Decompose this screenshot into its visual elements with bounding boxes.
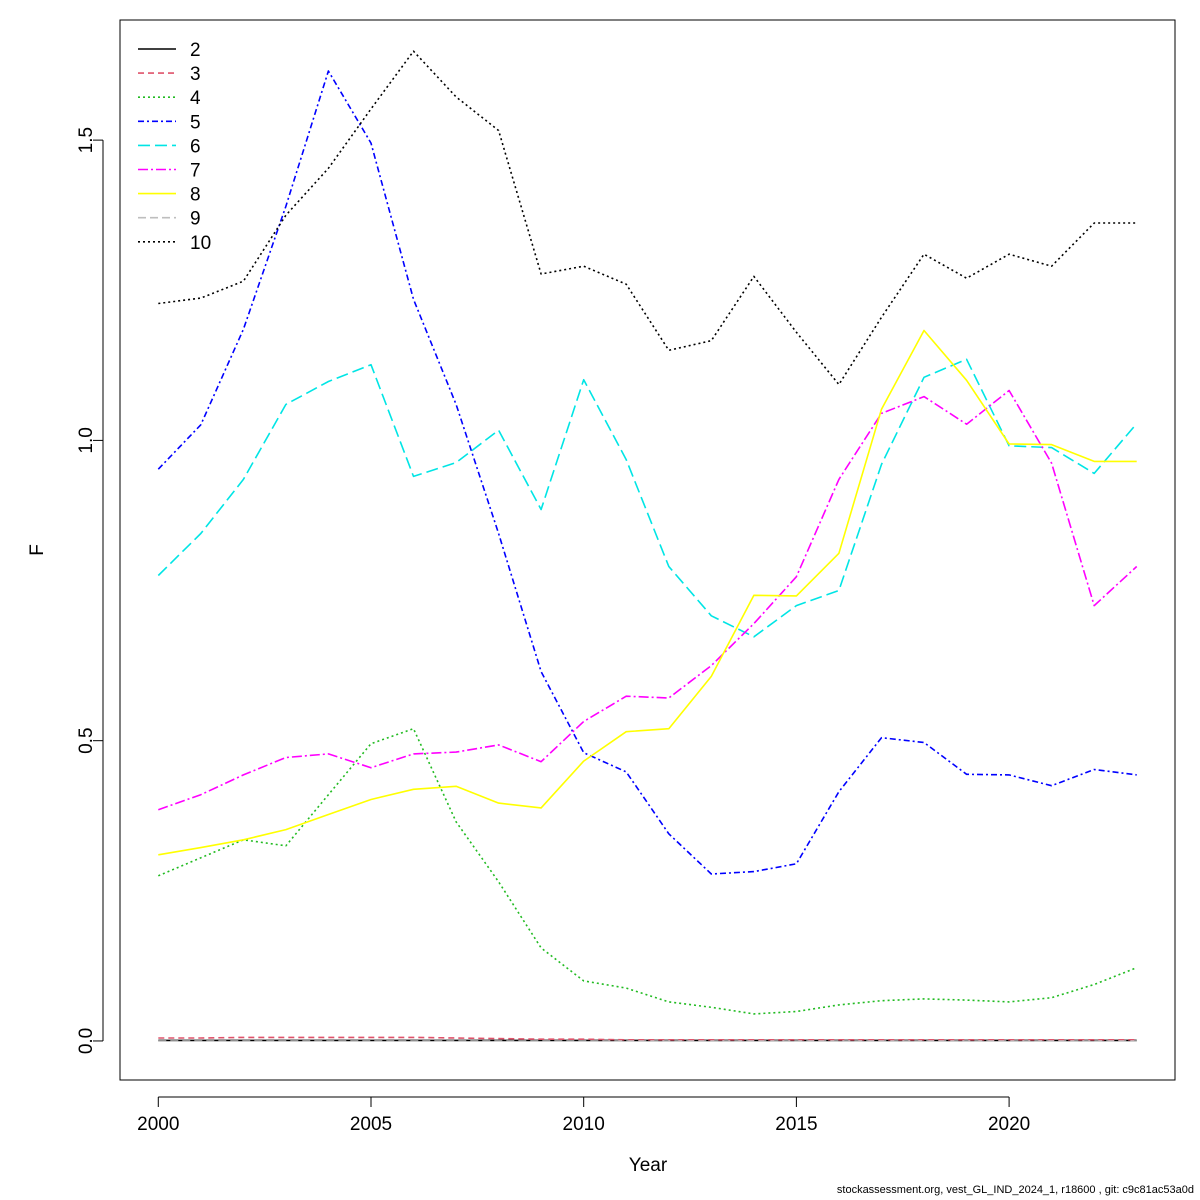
legend-label-10: 10 [190, 233, 211, 254]
legend-label-9: 9 [190, 209, 201, 230]
series-line-7 [158, 389, 1138, 811]
series-line-4 [157, 727, 1137, 1015]
plot-frame [119, 19, 1176, 1081]
y-axis-title: F [27, 544, 48, 556]
y-tick-label: 1.0 [76, 427, 97, 453]
legend-label-7: 7 [190, 161, 201, 182]
legend-label-2: 2 [190, 40, 201, 61]
y-tick-label: 0.5 [76, 727, 97, 753]
y-tick-label: 1.5 [76, 127, 97, 153]
legend-label-5: 5 [190, 112, 201, 133]
x-tick-label: 2005 [350, 1114, 392, 1135]
x-tick-label: 2000 [137, 1114, 179, 1135]
x-axis: 2000 2005 2010 2015 2020 [137, 1096, 1030, 1135]
series-line-3 [158, 1036, 1137, 1041]
x-tick-label: 2015 [775, 1114, 817, 1135]
series-layer [157, 50, 1138, 1042]
y-axis: 0.0 0.5 1.0 1.5 [76, 127, 104, 1054]
series-line-6 [157, 358, 1138, 638]
x-tick-label: 2010 [563, 1114, 605, 1135]
y-tick-label: 0.0 [76, 1028, 97, 1054]
series-line-10 [158, 50, 1137, 386]
legend: 2 3 4 5 6 7 8 9 10 [138, 40, 211, 254]
legend-label-8: 8 [190, 185, 201, 206]
series-line-8 [158, 329, 1137, 856]
series-line-5 [157, 70, 1137, 875]
x-axis-title: Year [629, 1155, 668, 1176]
legend-label-3: 3 [190, 64, 201, 85]
x-tick-label: 2020 [988, 1114, 1030, 1135]
legend-label-6: 6 [190, 136, 201, 157]
footer-credit: stockassessment.org, vest_GL_IND_2024_1,… [836, 1184, 1194, 1196]
legend-label-4: 4 [190, 88, 201, 109]
